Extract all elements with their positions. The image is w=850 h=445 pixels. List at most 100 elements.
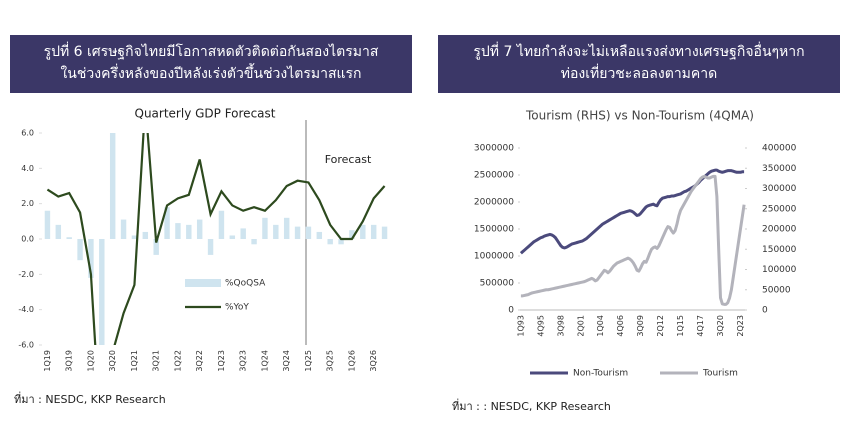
line [46,133,386,345]
source: ที่มา : NESDC, KKP Research [14,393,166,406]
bar [99,239,105,345]
bar [251,239,257,245]
x-tick-label: 2Q23 [736,315,745,337]
source: ที่มา : : NESDC, KKP Research [452,400,611,413]
x-tick-label: 1Q25 [304,350,313,372]
x-tick-label: 3Q20 [108,350,117,372]
y2-tick-label: 350000 [762,164,797,174]
bar [153,239,159,255]
bar [283,217,290,239]
chart-title: Tourism (RHS) vs Non-Tourism (4QMA) [525,109,754,123]
x-tick-label: 1Q19 [43,350,52,372]
legend-label: %YoY [225,303,249,313]
y-tick-label: 2000000 [474,198,514,208]
x-tick-label: 3Q22 [195,350,204,372]
line [519,168,745,255]
bar [294,226,301,239]
bar [338,239,344,245]
x-tick-label: 2Q01 [576,315,585,337]
x-tick-label: 3Q19 [65,350,74,372]
bar [218,210,225,239]
bar [186,224,192,239]
bar [142,231,149,239]
bar [77,239,83,261]
y-tick-label: 3000000 [474,144,514,154]
x-tick-label: 3Q26 [369,350,378,372]
bar [240,228,246,239]
x-tick-label: 3Q25 [326,350,335,372]
bar [316,231,323,239]
x-tick-label: 4Q17 [696,315,705,337]
x-tick-label: 1Q04 [596,315,605,337]
legend-swatch [185,279,221,287]
x-tick-label: 4Q06 [616,315,625,337]
x-tick-label: 3Q20 [716,315,725,337]
line [520,174,746,306]
bar [164,207,170,239]
y-tick-label: 0 [508,306,514,316]
x-tick-label: 1Q24 [260,350,269,372]
panel-header: รูปที่ 7 ไทยกำลังจะไม่เหลือแรงส่งทางเศรษ… [438,35,840,93]
x-tick-label: 3Q98 [556,315,565,337]
x-tick-label: 1Q20 [86,350,95,372]
bar [131,235,138,239]
panel-header: รูปที่ 6 เศรษฐกิจไทยมีโอกาสหดตัวติดต่อกั… [10,35,412,93]
y-tick-label: 1500000 [474,225,514,235]
bar [66,237,72,239]
bar [55,224,62,239]
bar [370,224,377,239]
bar [360,224,366,239]
y2-tick-label: 250000 [762,204,797,214]
y-tick-label: -6.0 [18,341,34,350]
y-tick-label: 1000000 [474,252,514,262]
bar [175,223,181,239]
x-tick-label: 2Q12 [656,315,665,337]
x-tick-label: 1Q93 [516,315,525,337]
y2-tick-label: 50000 [762,285,791,295]
bar [229,235,236,239]
x-tick-label: 1Q21 [130,350,139,372]
y2-tick-label: 200000 [762,225,797,235]
bar [262,217,268,239]
y-tick-label: -2.0 [18,270,34,279]
x-tick-label: 3Q23 [239,350,248,372]
y-tick-label: 2500000 [474,171,514,181]
bar [305,226,312,239]
legend-label: Non-Tourism [573,369,628,379]
y-tick-label: 6.0 [21,129,34,138]
x-tick-label: 1Q15 [676,315,685,337]
chart-title: Quarterly GDP Forecast [135,107,276,121]
y2-tick-label: 150000 [762,245,797,255]
bar [327,239,333,245]
x-tick-label: 4Q95 [536,315,545,337]
bar [349,230,355,239]
bar [381,226,388,239]
bar [44,210,51,239]
annotation: Forecast [325,153,372,166]
y-tick-label: -4.0 [18,305,34,314]
x-tick-label: 3Q21 [152,350,161,372]
header-line: รูปที่ 7 ไทยกำลังจะไม่เหลือแรงส่งทางเศรษ… [473,44,805,60]
bar [196,219,203,239]
bar [273,224,279,239]
header-line: ในช่วงครึ่งหลังของปีหลังเร่งตัวขึ้นช่วงไ… [60,66,362,82]
y2-tick-label: 300000 [762,184,797,194]
y-tick-label: 2.0 [21,199,34,208]
y-tick-label: 4.0 [21,164,34,173]
bar [88,239,94,278]
legend-label: %QoQSA [225,279,266,289]
bar [207,239,214,255]
x-tick-label: 3Q09 [636,315,645,337]
x-tick-label: 1Q23 [217,350,226,372]
y-tick-label: 500000 [480,279,515,289]
legend-label: Tourism [702,369,738,379]
bar [109,133,116,239]
y2-tick-label: 400000 [762,144,797,154]
x-tick-label: 1Q22 [173,350,182,372]
header-line: ท่องเที่ยวชะลอลงตามคาด [560,66,718,82]
bar [120,219,127,239]
x-tick-label: 3Q24 [282,350,291,372]
y-tick-label: 0.0 [21,235,34,244]
